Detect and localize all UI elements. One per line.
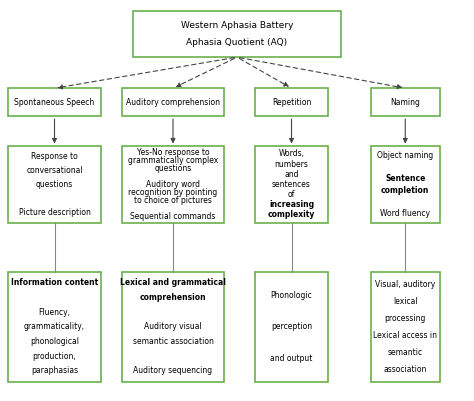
Text: Object naming: Object naming — [377, 151, 433, 160]
Text: increasing: increasing — [269, 200, 314, 209]
Text: completion: completion — [381, 186, 429, 195]
Bar — [371, 146, 439, 223]
Text: conversational: conversational — [26, 166, 83, 175]
Text: Auditory word: Auditory word — [146, 180, 200, 189]
Text: of: of — [288, 190, 295, 199]
Text: Lexical and grammatical: Lexical and grammatical — [120, 278, 226, 287]
Text: semantic association: semantic association — [133, 337, 213, 346]
Text: phonological: phonological — [30, 337, 79, 346]
Text: Naming: Naming — [390, 98, 420, 107]
Bar — [371, 88, 439, 116]
Text: Word fluency: Word fluency — [380, 209, 430, 218]
Text: paraphasias: paraphasias — [31, 367, 78, 375]
Text: grammatically complex: grammatically complex — [128, 156, 218, 165]
Text: grammaticality,: grammaticality, — [24, 322, 85, 331]
Text: Repetition: Repetition — [272, 98, 311, 107]
Bar — [8, 88, 100, 116]
Text: Auditory sequencing: Auditory sequencing — [134, 367, 212, 375]
Text: Auditory visual: Auditory visual — [144, 322, 202, 331]
Text: Sentence: Sentence — [385, 174, 426, 183]
Bar — [255, 88, 328, 116]
Text: Auditory comprehension: Auditory comprehension — [126, 98, 220, 107]
Text: and: and — [284, 170, 299, 179]
Text: sentences: sentences — [272, 180, 311, 189]
Bar — [8, 272, 100, 382]
Text: comprehension: comprehension — [140, 293, 206, 302]
Bar — [255, 272, 328, 382]
Text: Words,: Words, — [279, 150, 304, 158]
Text: Yes-No response to: Yes-No response to — [137, 148, 210, 157]
Text: Fluency,: Fluency, — [38, 308, 71, 317]
Text: lexical: lexical — [393, 297, 418, 306]
Text: Phonologic: Phonologic — [271, 291, 312, 300]
Bar — [122, 272, 224, 382]
Bar — [133, 11, 341, 57]
Text: Information content: Information content — [11, 278, 98, 287]
Text: Response to: Response to — [31, 152, 78, 161]
Text: perception: perception — [271, 322, 312, 331]
Text: production,: production, — [33, 352, 76, 361]
Text: Visual, auditory: Visual, auditory — [375, 280, 436, 289]
Text: Lexical access in: Lexical access in — [373, 331, 438, 340]
Text: Western Aphasia Battery: Western Aphasia Battery — [181, 21, 293, 30]
Text: semantic: semantic — [388, 348, 423, 357]
Bar — [122, 146, 224, 223]
Text: processing: processing — [384, 314, 426, 323]
Bar — [255, 146, 328, 223]
Text: Spontaneous Speech: Spontaneous Speech — [14, 98, 95, 107]
Text: and output: and output — [270, 354, 313, 363]
Text: to choice of pictures: to choice of pictures — [134, 196, 212, 205]
Text: numbers: numbers — [274, 160, 309, 169]
Text: Aphasia Quotient (AQ): Aphasia Quotient (AQ) — [186, 38, 288, 47]
Bar — [8, 146, 100, 223]
Text: Picture description: Picture description — [18, 208, 91, 217]
Text: Sequential commands: Sequential commands — [130, 212, 216, 221]
Bar — [122, 88, 224, 116]
Text: recognition by pointing: recognition by pointing — [128, 188, 218, 197]
Text: questions: questions — [155, 164, 191, 173]
Text: complexity: complexity — [268, 211, 315, 219]
Bar — [371, 272, 439, 382]
Text: questions: questions — [36, 180, 73, 189]
Text: association: association — [383, 365, 427, 374]
